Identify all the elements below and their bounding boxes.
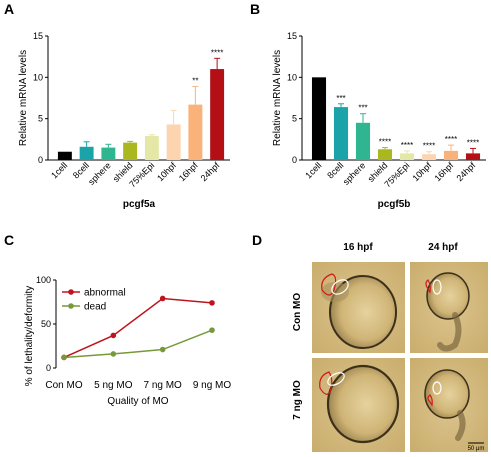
bar-sphere (101, 147, 116, 160)
bar-10hpf (166, 124, 181, 160)
x-tick-label: sphere (341, 160, 368, 187)
y-tick-label: 100 (36, 275, 51, 285)
bar-8cell (333, 107, 349, 160)
x-tick-label: 24hpf (454, 160, 477, 183)
series-line-dead (63, 329, 213, 359)
roi-red (319, 371, 333, 395)
point-dead (209, 327, 215, 333)
panel-d-micrographs: 16 hpf 24 hpf Con MO 7 ng MO (292, 242, 488, 452)
bar-24hpf (465, 153, 481, 160)
y-axis-label: % of lethality/deformity (24, 286, 35, 387)
significance-label: *** (358, 104, 367, 113)
legend-marker-dead (68, 303, 74, 309)
y-tick-label: 0 (38, 155, 43, 165)
col-label-16hpf: 16 hpf (343, 242, 373, 253)
significance-label: **** (423, 142, 435, 151)
point-dead (110, 351, 117, 357)
roi-white (327, 372, 345, 386)
panel-label-c: C (4, 232, 14, 248)
y-tick-label: 0 (46, 363, 51, 373)
bar-24hpf (210, 69, 225, 160)
micrograph-con-16hpf (312, 262, 405, 353)
point-abnormal (110, 332, 117, 339)
y-tick-label: 50 (41, 319, 51, 329)
x-tick-label: 16hpf (177, 160, 200, 183)
bar-16hpf (443, 150, 459, 160)
panel-label-a: A (4, 1, 14, 17)
series-line-abnormal (63, 297, 213, 359)
significance-label: **** (211, 48, 223, 57)
micrograph-7ng-16hpf (312, 358, 405, 452)
significance-label: **** (445, 135, 457, 144)
significance-label: **** (401, 141, 413, 150)
y-tick-label: 5 (38, 114, 43, 124)
y-tick-label: 5 (292, 114, 297, 124)
roi-white (331, 279, 349, 295)
bar-8cell (79, 146, 94, 160)
row-label-7ng-mo: 7 ng MO (292, 380, 303, 420)
bar-1cell (311, 77, 327, 160)
scale-bar-label: 50 μm (468, 446, 485, 452)
bar-75%Epi (399, 153, 415, 160)
panel-label-b: B (250, 1, 260, 17)
x-tick-label: 24hpf (199, 160, 222, 183)
bar-16hpf (188, 104, 203, 160)
significance-label: *** (336, 94, 345, 103)
x-tick-label: 10hpf (410, 160, 433, 183)
col-label-24hpf: 24 hpf (428, 242, 458, 253)
x-axis-label: Quality of MO (107, 396, 168, 407)
y-tick-label: 0 (292, 155, 297, 165)
legend-label-dead: dead (84, 302, 106, 313)
roi-red (321, 273, 337, 296)
bar-sphere (355, 122, 371, 160)
x-tick-label: 16hpf (432, 160, 455, 183)
roi-white (432, 381, 442, 395)
y-tick-label: 15 (33, 31, 43, 41)
x-tick-label: 5 ng MO (94, 380, 133, 391)
x-tick-label: 75%Epi (382, 160, 411, 189)
point-dead (159, 346, 166, 353)
y-tick-label: 15 (287, 31, 297, 41)
micrograph-con-24hpf (410, 262, 488, 353)
x-tick-label: Con MO (45, 380, 82, 391)
x-tick-label: 1cell (49, 160, 69, 180)
legend-marker-abnormal (68, 289, 74, 295)
roi-red (425, 279, 431, 294)
significance-label: **** (379, 138, 391, 147)
bar-1cell (57, 151, 72, 160)
chart-title: pcgf5a (123, 199, 156, 210)
x-tick-label: 1cell (303, 160, 323, 180)
x-tick-label: sphere (86, 160, 113, 187)
bar-shield (377, 149, 393, 160)
y-tick-label: 10 (287, 72, 297, 82)
roi-red (427, 394, 433, 407)
x-tick-label: 10hpf (155, 160, 178, 183)
legend-label-abnormal: abnormal (84, 288, 126, 299)
micrograph-7ng-24hpf: 50 μm (410, 358, 488, 452)
point-dead (61, 354, 67, 361)
roi-white (432, 279, 442, 295)
bar-10hpf (421, 154, 437, 160)
x-tick-label: 7 ng MO (143, 380, 182, 391)
significance-label: **** (467, 138, 479, 147)
y-axis-label: Relative mRNA levels (272, 50, 283, 146)
chart-c-lethality: 0 50 100% of lethality/deformity Con MO 5 ng… (24, 275, 231, 407)
x-tick-label: 9 ng MO (193, 380, 232, 391)
y-tick-label: 10 (33, 72, 43, 82)
bar-shield (123, 142, 138, 160)
chart-title: pcgf5b (378, 199, 411, 210)
significance-label: ** (192, 76, 198, 85)
point-abnormal (159, 295, 166, 302)
row-label-con-mo: Con MO (292, 293, 303, 332)
y-axis-label: Relative mRNA levels (18, 50, 29, 146)
panel-label-d: D (252, 232, 262, 248)
bar-75%Epi (144, 136, 159, 160)
point-abnormal (209, 300, 215, 306)
